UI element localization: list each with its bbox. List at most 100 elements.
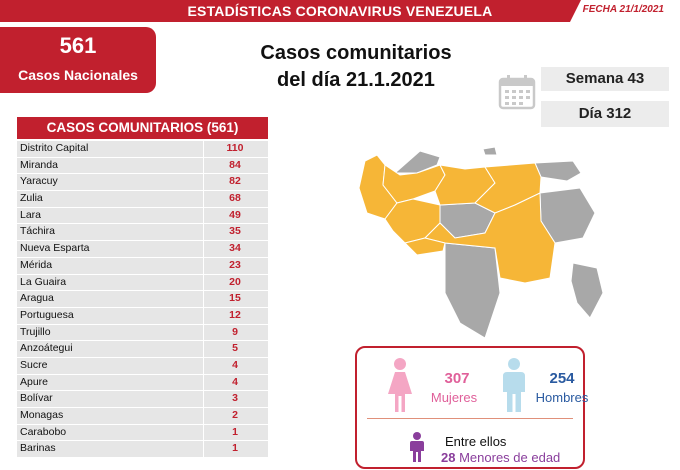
state-name: Trujillo — [20, 325, 51, 338]
women-count: 307 — [444, 370, 470, 387]
table-row: Trujillo 9 — [17, 324, 268, 341]
row-divider — [203, 374, 204, 391]
row-divider — [203, 357, 204, 374]
case-count: 34 — [229, 242, 241, 255]
cases-table: Distrito Capital 110 Miranda 84 Yaracuy 82 Zul… — [17, 141, 268, 458]
panel-divider — [367, 418, 573, 419]
case-count: 5 — [232, 342, 238, 355]
total-cases-number: 561 — [59, 33, 97, 58]
table-row: Portuguesa 12 — [17, 307, 268, 324]
week-label: Semana 43 — [541, 67, 669, 91]
state-name: Apure — [20, 375, 49, 388]
row-divider — [203, 191, 204, 207]
state-name: Táchira — [20, 225, 56, 238]
man-icon — [503, 358, 525, 412]
case-count: 4 — [232, 358, 238, 371]
state-name: Distrito Capital — [20, 142, 89, 154]
table-row: Anzoátegui 5 — [17, 341, 268, 357]
row-divider — [203, 408, 204, 424]
case-count: 68 — [229, 192, 241, 205]
case-count: 35 — [229, 225, 241, 238]
state-name: Lara — [20, 208, 42, 221]
row-divider — [203, 291, 204, 307]
table-row: Monagas 2 — [17, 408, 268, 424]
day-label: Día 312 — [541, 101, 669, 127]
case-count: 1 — [232, 442, 238, 455]
map-unaffected-regions — [393, 146, 604, 339]
row-divider — [203, 441, 204, 458]
table-row: Sucre 4 — [17, 357, 268, 374]
case-count: 12 — [229, 308, 241, 321]
state-name: Monagas — [20, 409, 64, 421]
men-count: 254 — [549, 370, 575, 387]
state-name: Nueva Esparta — [20, 242, 90, 255]
case-count: 15 — [229, 292, 241, 305]
total-cases-label: Casos Nacionales — [18, 67, 138, 83]
row-divider — [203, 157, 204, 174]
table-row: Lara 49 — [17, 207, 268, 224]
state-name: Bolívar — [20, 392, 53, 405]
table-row: Barinas 1 — [17, 441, 268, 458]
table-row: La Guaira 20 — [17, 274, 268, 291]
row-divider — [203, 241, 204, 257]
page-title-line1: Casos comunitarios — [260, 42, 452, 64]
minors-label: Menores de edad — [459, 450, 561, 465]
minors-line: 28 Menores de edad — [441, 450, 560, 465]
state-name: Barinas — [20, 442, 56, 455]
case-count: 82 — [229, 175, 241, 188]
state-name: Sucre — [20, 358, 48, 371]
state-name: Zulia — [20, 192, 43, 205]
gender-panel: 307 Mujeres 254 Hombres Entre ellos 28 M… — [355, 346, 588, 469]
row-divider — [203, 274, 204, 291]
case-count: 2 — [232, 409, 238, 421]
case-count: 84 — [229, 158, 241, 171]
row-divider — [203, 391, 204, 407]
venezuela-map — [358, 146, 604, 339]
row-divider — [203, 141, 204, 157]
row-divider — [203, 207, 204, 224]
table-row: Yaracuy 82 — [17, 174, 268, 191]
total-cases-box: 561 Casos Nacionales — [0, 27, 156, 93]
woman-icon — [388, 358, 412, 412]
calendar-icon — [498, 75, 536, 110]
case-count: 110 — [226, 142, 244, 154]
minors-count: 28 — [441, 450, 456, 465]
state-name: Aragua — [20, 292, 54, 305]
row-divider — [203, 224, 204, 241]
state-name: Carabobo — [20, 425, 67, 438]
table-row: Bolívar 3 — [17, 391, 268, 407]
map-affected-regions — [358, 154, 556, 284]
table-row: Distrito Capital 110 — [17, 141, 268, 157]
row-divider — [203, 307, 204, 324]
row-divider — [203, 174, 204, 191]
table-row: Miranda 84 — [17, 157, 268, 174]
header-date: FECHA 21/1/2021 — [582, 4, 664, 15]
women-label: Mujeres — [430, 390, 478, 405]
cases-table-header: CASOS COMUNITARIOS (561) — [17, 117, 268, 139]
page-title-line2: del día 21.1.2021 — [277, 69, 435, 91]
case-count: 23 — [229, 258, 241, 271]
table-row: Táchira 35 — [17, 224, 268, 241]
row-divider — [203, 424, 204, 441]
header-bar — [0, 0, 680, 22]
case-count: 20 — [229, 275, 241, 288]
case-count: 3 — [232, 392, 238, 405]
child-icon — [410, 432, 424, 462]
row-divider — [203, 324, 204, 341]
state-name: La Guaira — [20, 275, 67, 288]
case-count: 4 — [232, 375, 238, 388]
table-row: Aragua 15 — [17, 291, 268, 307]
state-name: Mérida — [20, 258, 53, 271]
table-row: Carabobo 1 — [17, 424, 268, 441]
table-row: Apure 4 — [17, 374, 268, 391]
men-label: Hombres — [535, 390, 589, 405]
header-date-tab: FECHA 21/1/2021 — [570, 0, 680, 22]
state-name: Anzoátegui — [20, 342, 73, 355]
case-count: 49 — [229, 208, 241, 221]
state-name: Miranda — [20, 158, 58, 171]
state-name: Yaracuy — [20, 175, 58, 188]
table-row: Nueva Esparta 34 — [17, 241, 268, 257]
table-row: Zulia 68 — [17, 191, 268, 207]
row-divider — [203, 341, 204, 357]
